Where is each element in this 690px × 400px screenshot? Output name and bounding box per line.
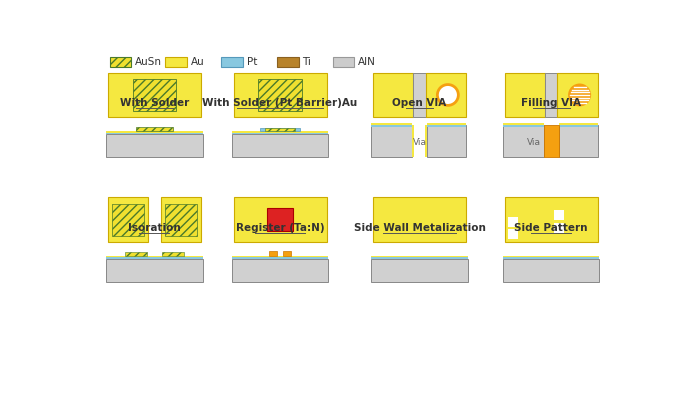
Text: Via: Via: [413, 138, 426, 147]
Bar: [426, 73, 466, 117]
Bar: [554, 210, 564, 220]
Bar: [503, 258, 600, 259]
Text: Open VIA: Open VIA: [393, 98, 446, 108]
Bar: [136, 126, 173, 131]
Bar: [260, 128, 300, 131]
Bar: [232, 258, 328, 259]
Bar: [508, 229, 518, 239]
Bar: [371, 124, 412, 125]
Bar: [232, 131, 328, 133]
Bar: [233, 197, 326, 242]
Bar: [427, 125, 466, 157]
Bar: [559, 124, 598, 125]
Bar: [161, 197, 201, 242]
Bar: [221, 57, 243, 67]
Bar: [371, 256, 468, 258]
Bar: [106, 259, 202, 282]
Bar: [265, 128, 295, 131]
Bar: [554, 223, 564, 233]
Bar: [371, 125, 412, 157]
Text: Side Pattern: Side Pattern: [515, 223, 588, 233]
Bar: [110, 57, 131, 67]
Bar: [232, 259, 328, 282]
Bar: [371, 125, 412, 126]
Bar: [106, 133, 202, 134]
Bar: [503, 125, 544, 157]
Bar: [232, 134, 328, 157]
Bar: [283, 251, 291, 256]
Bar: [559, 125, 598, 157]
Bar: [164, 204, 197, 236]
Bar: [503, 124, 544, 125]
Bar: [106, 256, 202, 258]
Bar: [505, 197, 598, 242]
Bar: [277, 57, 299, 67]
Bar: [106, 258, 202, 259]
Text: Ti: Ti: [302, 57, 311, 67]
Bar: [508, 217, 518, 227]
Bar: [503, 259, 600, 282]
Bar: [108, 73, 201, 117]
Bar: [232, 256, 328, 258]
Bar: [233, 73, 326, 117]
Bar: [559, 125, 598, 126]
Text: Register (Ta:N): Register (Ta:N): [236, 223, 324, 233]
Circle shape: [569, 84, 590, 105]
Bar: [108, 197, 148, 242]
Bar: [232, 133, 328, 134]
Text: AuSn: AuSn: [135, 57, 162, 67]
Bar: [132, 79, 176, 111]
Bar: [503, 125, 544, 126]
Bar: [258, 79, 302, 111]
Bar: [505, 73, 545, 117]
Bar: [371, 258, 468, 259]
Bar: [106, 131, 202, 133]
Bar: [427, 125, 466, 126]
Text: Isoration: Isoration: [128, 223, 181, 233]
Bar: [371, 259, 468, 282]
Text: With Solder (Pt Barrier)Au: With Solder (Pt Barrier)Au: [202, 98, 357, 108]
Bar: [544, 125, 559, 157]
Circle shape: [437, 84, 458, 105]
Bar: [106, 134, 202, 157]
Bar: [412, 125, 414, 157]
Text: Side Wall Metalization: Side Wall Metalization: [353, 223, 486, 233]
Bar: [425, 125, 427, 157]
Bar: [267, 208, 293, 231]
Text: Au: Au: [191, 57, 205, 67]
Bar: [125, 252, 147, 256]
Text: Pt: Pt: [247, 57, 257, 67]
Text: AlN: AlN: [358, 57, 376, 67]
Bar: [373, 73, 413, 117]
Text: With Solder: With Solder: [120, 98, 189, 108]
Bar: [545, 73, 558, 117]
Bar: [503, 256, 600, 258]
Bar: [333, 57, 355, 67]
Bar: [373, 197, 466, 242]
Text: Filling VIA: Filling VIA: [521, 98, 581, 108]
Bar: [162, 252, 184, 256]
Bar: [112, 204, 144, 236]
Text: Via: Via: [527, 138, 541, 147]
Bar: [558, 73, 598, 117]
Bar: [427, 124, 466, 125]
Bar: [413, 73, 426, 117]
Bar: [269, 251, 277, 256]
Bar: [166, 57, 187, 67]
